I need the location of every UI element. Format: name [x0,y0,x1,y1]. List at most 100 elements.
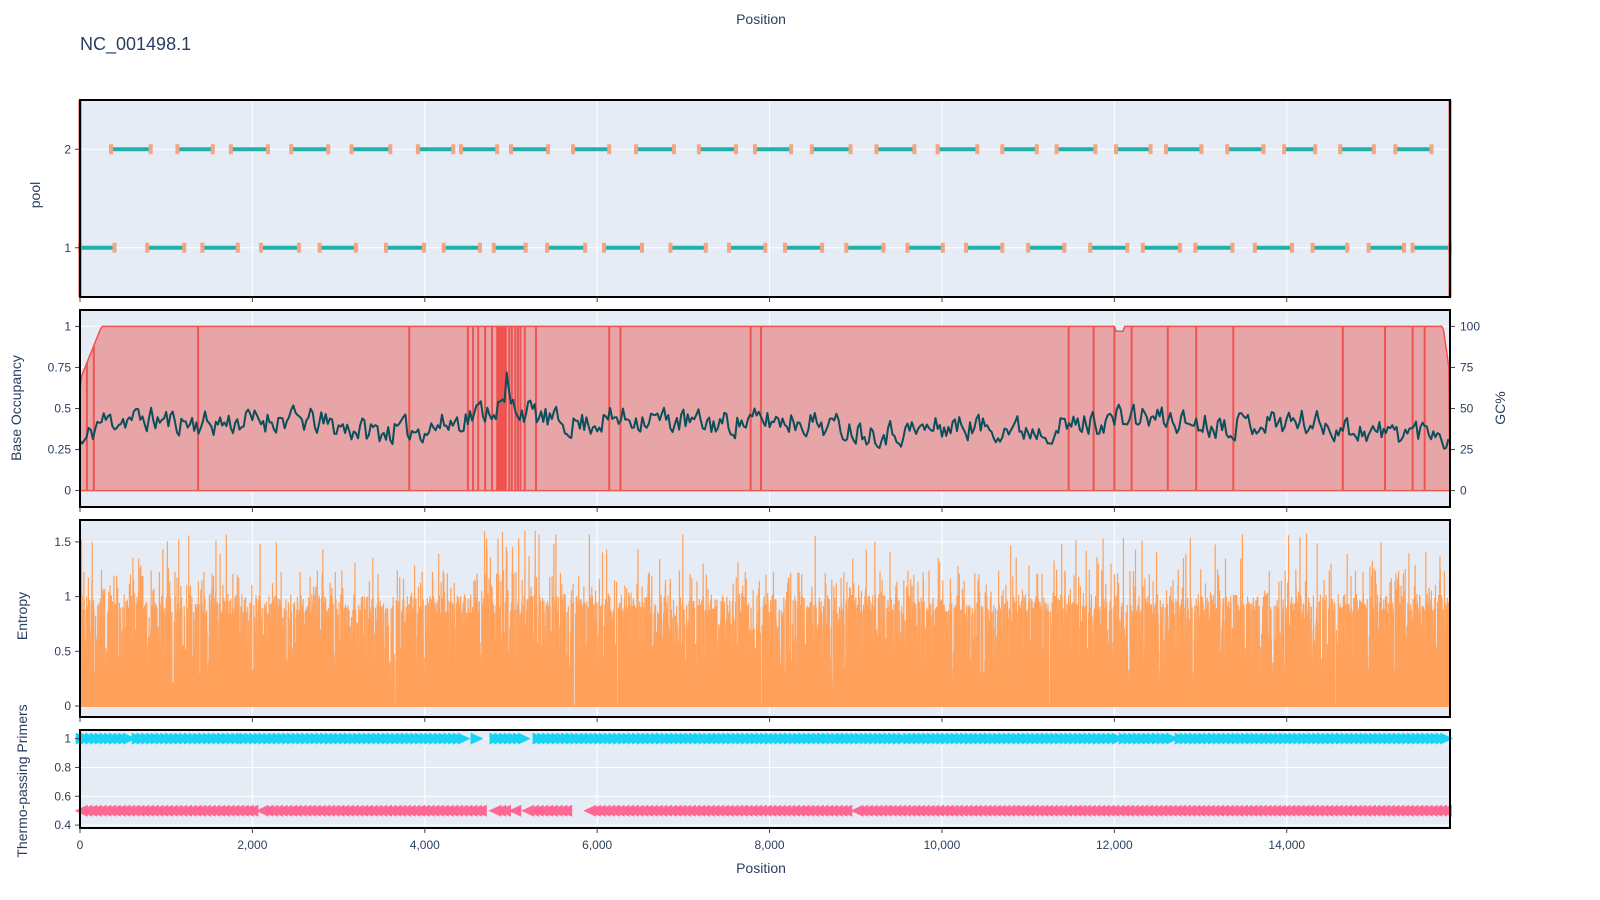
amplicon-primer-right [639,242,644,253]
amplicon-primer-right [1371,144,1376,155]
pool-y-ticks: 12 [64,142,80,255]
gc-percent-line [79,371,1450,450]
y-tick-label: 0 [64,699,71,713]
x-tick-label: 6,000 [582,838,612,852]
amplicon-primer-right [546,144,551,155]
x-axis-title: Position [736,860,786,876]
amplicon-primer-right [607,144,612,155]
amplicon-primer-left [1310,242,1315,253]
occupancy-y-ticks: 0 0.25 0.5 0.75 1 [48,319,80,498]
amplicon-primer-right [789,144,794,155]
amplicon-primer-left [696,144,701,155]
y-tick-label: 0 [64,484,71,498]
forward-primer-marker [123,732,137,745]
amplicon-primer-right [182,242,187,253]
forward-primer-marker [1166,732,1180,745]
y-tick-label: 0.6 [54,789,71,803]
y2-tick-label: 75 [1460,360,1474,374]
amplicon-primer-right [1177,242,1182,253]
x-tick-label: 10,000 [924,838,961,852]
amplicon-primer-left [349,144,354,155]
amplicon-primer-right [703,242,708,253]
amplicon-primer-left [783,242,788,253]
amplicon-primer-left [1164,144,1169,155]
top-axis-label: Position [736,11,786,27]
y-tick-label: 1 [64,319,71,333]
amplicon-primer-right [1199,144,1204,155]
y2-tick-label: 25 [1460,443,1474,457]
amplicon-primer-left [145,242,150,253]
amplicon-primer-left [602,242,607,253]
amplicon-primer-right [1148,144,1153,155]
amplicon-primer-right [495,144,500,155]
amplicon-primer-left [1026,242,1031,253]
reverse-primer-marker [473,804,487,817]
amplicon-primer-right [1345,242,1350,253]
amplicon-primer-left [289,144,294,155]
reverse-primer-marker [508,804,522,817]
amplicon-primer-left [1393,144,1398,155]
amplicon-primer-right [583,242,588,253]
amplicon-primer-left [844,242,849,253]
amplicon-primer-left [200,242,205,253]
amplicon-primer-left [508,144,513,155]
amplicon-primer-left [633,144,638,155]
y-tick-label: 0.75 [48,360,72,374]
amplicon-primer-right [265,144,270,155]
x-tick-label: 12,000 [1096,838,1133,852]
y-tick-label: 1.5 [54,535,71,549]
entropy-panel: 0 0.5 1 1.5 Entropy [14,519,1451,718]
amplicon-primer-right [523,242,528,253]
entropy-y-axis-title: Entropy [14,592,30,640]
amplicon-primer-left [1054,144,1059,155]
y-tick-label: 0.5 [54,402,71,416]
amplicon-primer-right [1230,242,1235,253]
amplicon-primer-left [1088,242,1093,253]
y-tick-label: 2 [64,142,71,156]
entropy-y-ticks: 0 0.5 1 1.5 [54,535,80,713]
amplicon-primer-right [1125,242,1130,253]
reverse-primer-marker [1438,804,1452,817]
occupancy-marks [79,325,1451,492]
amplicon-primer-right [1062,242,1067,253]
x-tick-label: 2,000 [237,838,267,852]
y-tick-label: 1 [64,590,71,604]
pool-y-axis-title: pool [27,182,43,208]
amplicon-primer-left [1366,242,1371,253]
y-tick-label: 1 [64,241,71,255]
amplicon-primer-right [975,144,980,155]
amplicon-primer-left [175,144,180,155]
amplicon-primer-right [1401,242,1406,253]
amplicon-primer-left [874,144,879,155]
gc-y2-ticks: 0 25 50 75 100 [1450,319,1480,498]
amplicon-primer-left [809,144,814,155]
amplicon-primer-left [1338,144,1343,155]
occupancy-area [79,325,1451,492]
occupancy-frame [79,309,1451,508]
x-tick-label: 14,000 [1268,838,1305,852]
amplicon-primer-right [235,242,240,253]
occupancy-y-axis-title: Base Occupancy [8,355,24,461]
amplicon-primer-right [148,144,153,155]
forward-primer-marker [470,732,484,745]
forward-primer-marker [1111,732,1125,745]
amplicon-primer-right [1000,242,1005,253]
amplicon-primer-right [1429,144,1434,155]
amplicon-primer-right [353,242,358,253]
pool-panel: 12 pool [27,99,1452,298]
amplicon-primer-left [109,144,114,155]
y2-tick-label: 50 [1460,402,1474,416]
amplicon-primer-right [112,242,117,253]
amplicon-primer-left [727,242,732,253]
amplicon-primer-left [1410,242,1415,253]
amplicon-primer-right [326,144,331,155]
x-axis-ticks: 0 2,000 4,000 6,000 8,000 10,000 12,000 14,000 [77,297,1305,852]
primers-marks [74,732,1454,817]
forward-primer-marker [457,732,471,745]
amplicon-primer-right [388,144,393,155]
amplicon-primer-left [935,144,940,155]
amplicon-primer-right [1289,242,1294,253]
amplicon-primer-left [415,144,420,155]
